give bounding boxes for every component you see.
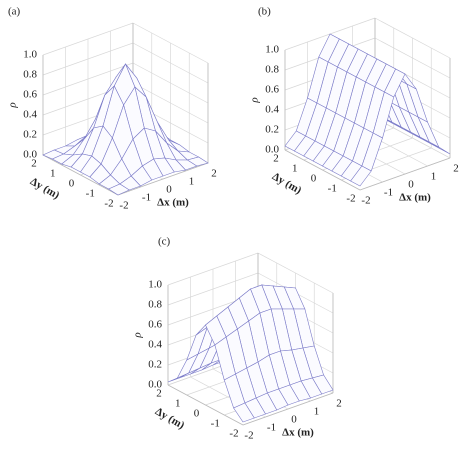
surface-patch [107, 183, 130, 196]
axis-edge [42, 154, 119, 196]
wall-grid-line [257, 252, 334, 294]
panel-label: (b) [258, 6, 271, 18]
z-tick-label: 0.0 [148, 379, 162, 391]
wall-grid-line [42, 42, 134, 76]
y-axis-label: Δy (m) [153, 405, 187, 431]
y-tick-label: 2 [31, 158, 37, 170]
x-tick-label: 2 [211, 168, 217, 180]
wall-grid-line [374, 37, 451, 79]
z-axis-label: ρ [7, 102, 19, 108]
x-tick-label: -1 [142, 192, 151, 204]
x-tick-label: -2 [119, 200, 128, 212]
y-tick-label: -2 [229, 428, 238, 440]
wall-grid-line [374, 17, 451, 59]
x-tick-label: 0 [291, 414, 297, 426]
wall-grid-line [132, 42, 209, 84]
z-tick-label: 1.0 [23, 49, 37, 61]
y-axis-label: Δy (m) [28, 175, 62, 201]
y-tick-label: -1 [86, 188, 95, 200]
x-tick-label: 0 [166, 184, 172, 196]
z-tick-label: 0.8 [148, 299, 162, 311]
y-axis-label: Δy (m) [270, 170, 304, 196]
y-tick-label: 2 [273, 153, 279, 165]
z-tick-label: 0.0 [23, 149, 37, 161]
x-tick-label: 0 [408, 179, 414, 191]
x-tick-label: 1 [314, 406, 320, 418]
y-tick-label: 0 [69, 178, 75, 190]
y-tick-label: -2 [346, 193, 355, 205]
y-tick-label: -2 [104, 198, 113, 210]
x-tick-label: 2 [336, 398, 342, 410]
y-tick-label: 1 [292, 163, 298, 175]
z-tick-label: 0.4 [23, 109, 37, 121]
panel-label: (a) [8, 6, 21, 18]
z-axis-label: ρ [249, 97, 261, 103]
x-tick-label: -2 [361, 195, 370, 207]
x-tick-label: 2 [453, 163, 459, 175]
wall-grid-line [42, 62, 134, 96]
x-tick-label: -1 [267, 422, 276, 434]
z-tick-label: 0.4 [148, 339, 162, 351]
y-tick-label: 0 [311, 173, 317, 185]
z-tick-label: 0.8 [265, 64, 279, 76]
wall-grid-line [374, 117, 451, 159]
x-axis-label: Δx (m) [157, 197, 189, 209]
y-tick-label: 2 [156, 388, 162, 400]
wall-grid-line [132, 82, 209, 124]
z-axis-label: ρ [132, 332, 144, 338]
y-tick-label: 1 [175, 398, 181, 410]
z-tick-label: 1.0 [265, 44, 279, 56]
z-tick-label: 0.6 [265, 84, 279, 96]
wall-grid-line [132, 62, 209, 104]
z-tick-label: 1.0 [148, 279, 162, 291]
x-tick-label: -1 [384, 187, 393, 199]
axis-edge [117, 162, 209, 196]
x-tick-label: -2 [244, 430, 253, 442]
wall-grid-line [132, 22, 209, 64]
z-tick-label: 0.6 [148, 319, 162, 331]
surface-patch [350, 165, 372, 187]
z-tick-label: 0.8 [23, 69, 37, 81]
axis-edge [167, 384, 244, 426]
x-axis-label: Δx (m) [399, 192, 431, 204]
z-tick-label: 0.2 [23, 129, 37, 141]
y-tick-label: 0 [194, 408, 200, 420]
z-tick-label: 0.6 [23, 89, 37, 101]
axis-edge [242, 392, 334, 426]
axis-edge [359, 157, 451, 191]
y-tick-label: 1 [50, 168, 56, 180]
x-tick-label: 1 [431, 171, 437, 183]
x-axis-label: Δx (m) [282, 427, 314, 439]
axis-edge [284, 149, 361, 191]
surface-patch [233, 402, 255, 423]
z-tick-label: 0.4 [265, 104, 279, 116]
y-tick-label: -1 [328, 183, 337, 195]
z-tick-label: 0.2 [265, 124, 279, 136]
wall-grid-line [167, 272, 259, 306]
x-tick-label: 1 [189, 176, 195, 188]
y-tick-label: -1 [211, 418, 220, 430]
z-tick-label: 0.2 [148, 359, 162, 371]
z-tick-label: 0.0 [265, 144, 279, 156]
wall-grid-line [167, 252, 259, 286]
panel-label: (c) [158, 236, 171, 248]
wall-grid-line [42, 22, 134, 56]
